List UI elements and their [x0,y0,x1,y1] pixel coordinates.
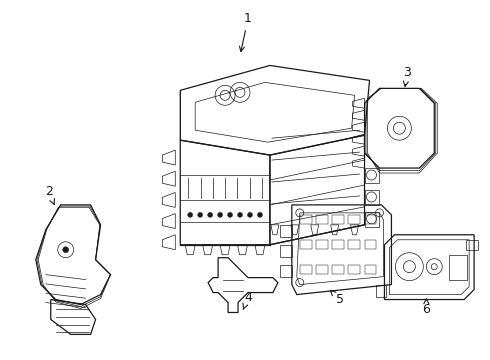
Bar [348,215,360,224]
Bar [466,240,478,250]
Bar [348,240,360,249]
Bar [300,215,312,224]
Bar [332,240,344,249]
Circle shape [247,212,252,217]
Circle shape [218,212,222,217]
Circle shape [197,212,203,217]
Bar [280,265,292,276]
Bar [300,240,312,249]
Bar [365,168,379,183]
Circle shape [238,212,243,217]
Bar [280,225,292,237]
Circle shape [257,212,263,217]
Bar [332,215,344,224]
Circle shape [63,247,69,253]
Bar [365,240,376,249]
Bar [365,265,376,274]
Text: 6: 6 [422,299,430,316]
Bar [300,265,312,274]
Bar [449,255,467,280]
Bar [348,265,360,274]
Text: 5: 5 [330,291,343,306]
Bar [316,265,328,274]
Bar [332,265,344,274]
Circle shape [227,212,233,217]
Text: 3: 3 [403,66,411,86]
Text: 2: 2 [45,185,54,204]
Text: 1: 1 [240,12,252,51]
Bar [280,245,292,257]
Bar [365,212,379,227]
Bar [365,215,376,224]
Text: 4: 4 [243,291,252,310]
Circle shape [188,212,193,217]
Bar [316,215,328,224]
Bar [365,190,379,205]
Circle shape [208,212,213,217]
Bar [316,240,328,249]
Bar [376,285,387,297]
